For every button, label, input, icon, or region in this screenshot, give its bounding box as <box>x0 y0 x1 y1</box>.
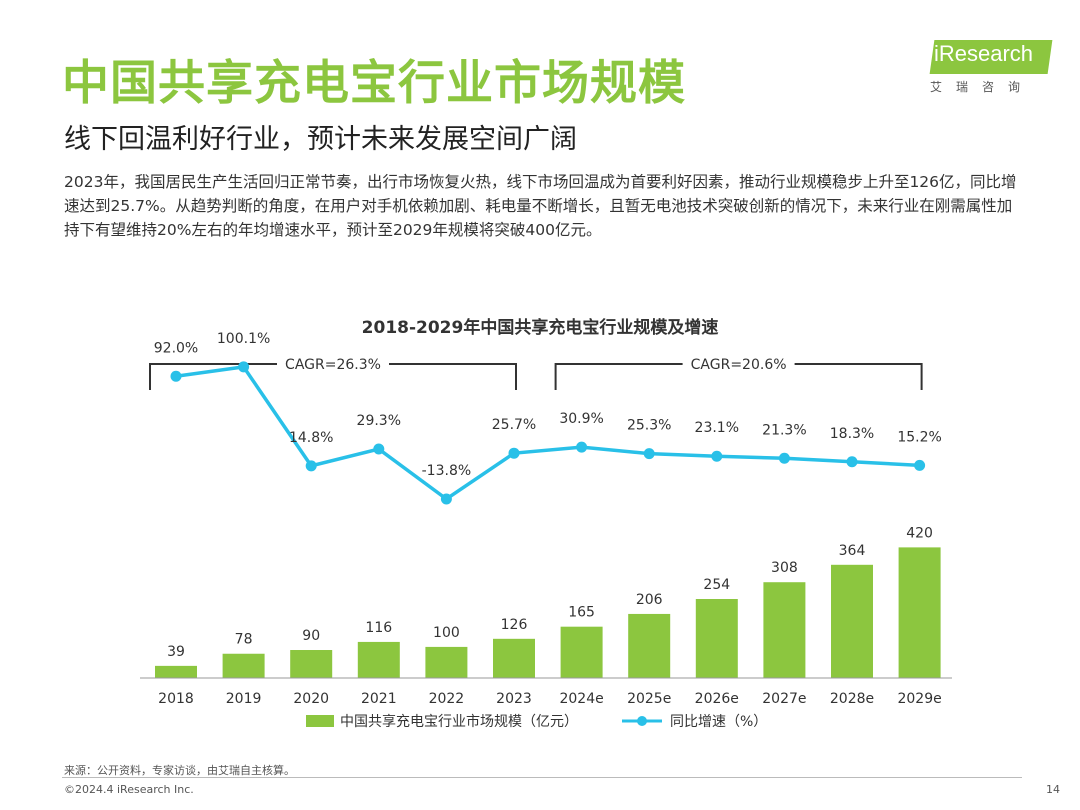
cagr-label-2: CAGR=20.6% <box>691 357 787 373</box>
growth-point-2024e <box>576 441 588 453</box>
x-tick-2027e: 2027e <box>762 691 806 707</box>
bar-label-2021: 116 <box>365 620 392 636</box>
copyright: ©2024.4 iResearch Inc. <box>64 783 194 796</box>
growth-point-2019 <box>238 361 250 373</box>
growth-point-2025e <box>643 448 655 460</box>
bar-2022 <box>425 646 468 678</box>
growth-point-2029e <box>914 459 926 471</box>
x-tick-2020: 2020 <box>293 691 329 707</box>
growth-point-2021 <box>373 443 385 455</box>
source-note: 来源：公开资料，专家访谈，由艾瑞自主核算。 <box>64 764 295 777</box>
growth-label-2027e: 21.3% <box>762 422 806 438</box>
x-tick-2025e: 2025e <box>627 691 671 707</box>
x-tick-2021: 2021 <box>361 691 397 707</box>
growth-line <box>175 365 920 502</box>
bar-2027e <box>763 582 806 678</box>
footer-divider <box>62 777 1022 778</box>
x-tick-2024e: 2024e <box>559 691 603 707</box>
bar-label-2028e: 364 <box>839 543 866 559</box>
growth-point-2020 <box>305 460 317 472</box>
bar-label-2024e: 165 <box>568 605 595 621</box>
x-tick-2026e: 2026e <box>695 691 739 707</box>
cagr-bracket-1 <box>149 363 517 390</box>
page-number: 14 <box>1046 783 1060 796</box>
growth-label-2022: -13.8% <box>422 463 472 479</box>
growth-label-2025e: 25.3% <box>627 418 671 434</box>
growth-label-2028e: 18.3% <box>830 426 874 442</box>
bar-2023 <box>493 638 535 678</box>
bar-2029e <box>898 547 941 678</box>
growth-label-2026e: 23.1% <box>695 420 739 436</box>
bar-label-2023: 126 <box>501 617 528 633</box>
bar-label-2027e: 308 <box>771 560 798 576</box>
bar-label-2019: 78 <box>235 632 253 648</box>
growth-label-2024e: 30.9% <box>559 411 603 427</box>
legend-marker-growth <box>637 716 647 726</box>
x-tick-2019: 2019 <box>226 691 262 707</box>
growth-label-2018: 92.0% <box>154 340 198 356</box>
bar-2018 <box>155 665 197 678</box>
growth-label-2020: 14.8% <box>289 430 333 446</box>
description-text: 2023年，我国居民生产生活回归正常节奏，出行市场恢复火热，线下市场回温成为首要… <box>64 173 1017 239</box>
bar-2020 <box>290 650 333 678</box>
market-size-chart: 2018-2029年中国共享充电宝行业规模及增速 CAGR=26.3% CAGR=2… <box>140 317 952 730</box>
growth-label-2023: 25.7% <box>492 417 536 433</box>
bar-2026e <box>695 599 738 678</box>
x-tick-2018: 2018 <box>158 691 194 707</box>
bar-2019 <box>222 653 265 678</box>
page-title: 中国共享充电宝行业市场规模 <box>62 56 686 111</box>
growth-point-2022 <box>440 493 452 505</box>
bar-2024e <box>560 626 603 678</box>
x-tick-2029e: 2029e <box>897 691 941 707</box>
iresearch-logo: iResearch 艾瑞咨询 <box>928 34 1054 98</box>
growth-point-2018 <box>170 370 182 382</box>
bar-label-2025e: 206 <box>636 592 663 608</box>
growth-point-2023 <box>508 447 520 459</box>
growth-label-2029e: 15.2% <box>897 429 941 445</box>
chart-title: 2018-2029年中国共享充电宝行业规模及增速 <box>362 317 719 338</box>
logo-subtext: 艾瑞咨询 <box>930 80 1035 94</box>
x-tick-2028e: 2028e <box>830 691 874 707</box>
legend-swatch-market-size <box>306 715 334 727</box>
growth-label-2019: 100.1% <box>217 331 270 347</box>
logo-text: iResearch <box>934 41 1034 66</box>
growth-point-2028e <box>846 456 858 468</box>
bar-label-2018: 39 <box>167 644 185 660</box>
cagr-label-1: CAGR=26.3% <box>285 357 381 373</box>
bar-2028e <box>831 564 873 678</box>
cagr-bracket-2 <box>554 363 923 390</box>
bar-2025e <box>628 613 671 678</box>
x-tick-2022: 2022 <box>429 691 465 707</box>
x-tick-2023: 2023 <box>496 691 532 707</box>
bar-label-2020: 90 <box>302 628 320 644</box>
page-subtitle: 线下回温利好行业，预计未来发展空间广阔 <box>64 124 577 155</box>
bar-2021 <box>357 641 400 678</box>
bar-label-2026e: 254 <box>703 577 730 593</box>
growth-label-2021: 29.3% <box>357 413 401 429</box>
bar-label-2029e: 420 <box>906 525 933 541</box>
growth-point-2027e <box>778 452 790 464</box>
legend-label-growth: 同比增速（%） <box>670 714 767 730</box>
growth-point-2026e <box>711 450 723 462</box>
bar-label-2022: 100 <box>433 625 460 641</box>
legend-label-market-size: 中国共享充电宝行业市场规模（亿元） <box>340 713 578 730</box>
